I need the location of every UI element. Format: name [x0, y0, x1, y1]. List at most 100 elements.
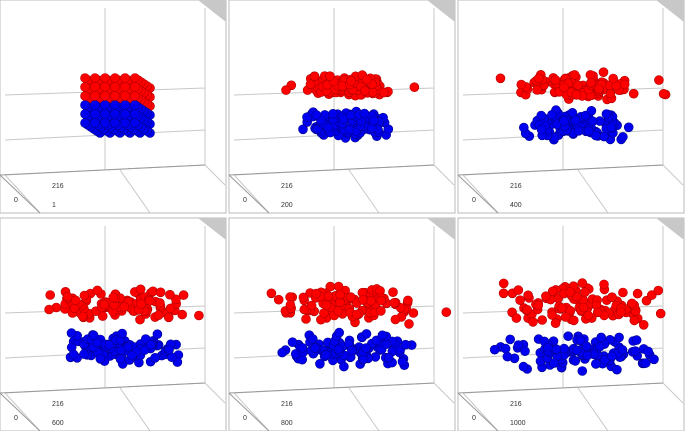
- blue-particle: [110, 118, 120, 128]
- blue-particle: [575, 335, 586, 346]
- blue-particle: [315, 359, 325, 369]
- red-particle: [605, 88, 616, 99]
- blue-particle: [311, 110, 322, 120]
- red-particle: [346, 76, 356, 86]
- blue-particle: [347, 345, 357, 356]
- blue-particle: [68, 349, 79, 360]
- blue-particle: [587, 116, 598, 126]
- red-particle: [534, 73, 544, 84]
- blue-particle: [80, 100, 90, 110]
- red-particle: [537, 315, 547, 325]
- step-label: 1: [52, 202, 56, 209]
- panel-bg: [457, 217, 685, 431]
- red-particle: [130, 82, 140, 92]
- blue-particle: [570, 115, 581, 125]
- blue-particle: [100, 100, 110, 110]
- step-label: 1000: [510, 420, 526, 427]
- red-particle: [358, 295, 368, 305]
- blue-particle: [606, 122, 617, 133]
- red-particle: [69, 303, 80, 313]
- blue-particle: [123, 342, 133, 352]
- red-particle: [572, 291, 582, 302]
- red-particle: [586, 78, 596, 88]
- blue-particle: [130, 100, 140, 110]
- red-particle: [498, 278, 509, 289]
- red-particle: [194, 310, 204, 321]
- red-particle: [346, 292, 356, 302]
- red-particle: [110, 73, 120, 83]
- red-particle: [547, 286, 558, 297]
- panel: 0 216 1000: [457, 217, 685, 431]
- axis-origin: 0: [243, 197, 247, 204]
- red-particle: [110, 91, 120, 101]
- red-particle: [70, 295, 81, 306]
- blue-particle: [559, 116, 569, 126]
- red-particle: [607, 292, 617, 302]
- axis-floor: [0, 164, 206, 214]
- blue-particle: [520, 346, 530, 356]
- panel: 0 216 400: [457, 0, 685, 214]
- panel: 0 216 1: [0, 0, 227, 214]
- red-particle: [177, 309, 187, 320]
- particle-count: 216: [281, 183, 293, 190]
- red-particle: [599, 279, 609, 290]
- red-particle: [178, 290, 189, 300]
- blue-particle: [518, 361, 529, 372]
- blue-particle: [120, 100, 130, 110]
- red-particle: [80, 82, 90, 92]
- red-particle: [362, 74, 372, 85]
- blue-particle: [573, 126, 584, 136]
- red-particle: [301, 314, 311, 324]
- red-particle: [351, 309, 362, 320]
- red-particle: [273, 294, 284, 305]
- blue-particle: [377, 330, 388, 341]
- step-label: 600: [52, 420, 64, 427]
- blue-particle: [536, 110, 546, 121]
- blue-particle: [361, 329, 372, 339]
- particle-count: 216: [52, 183, 64, 190]
- red-particle: [165, 303, 176, 314]
- blue-particle: [90, 118, 100, 128]
- red-particle: [528, 317, 538, 327]
- red-particle: [110, 82, 120, 92]
- panel: 0 216 200: [228, 0, 456, 214]
- red-particle: [163, 312, 174, 323]
- red-particle: [165, 289, 175, 300]
- corner: [198, 218, 226, 240]
- blue-particle: [308, 334, 318, 344]
- axis-origin: 0: [14, 197, 18, 204]
- blue-particle: [359, 108, 370, 119]
- red-particle: [515, 295, 525, 305]
- red-particle: [305, 79, 316, 90]
- blue-particle: [117, 328, 127, 339]
- red-particle: [92, 285, 103, 296]
- step-label: 400: [510, 202, 522, 209]
- red-particle: [569, 70, 580, 80]
- blue-particle: [110, 100, 120, 110]
- red-particle: [62, 291, 73, 302]
- blue-particle: [146, 340, 156, 350]
- blue-particle: [577, 366, 588, 376]
- red-particle: [376, 295, 386, 306]
- red-particle: [130, 91, 140, 101]
- red-particle: [618, 287, 628, 298]
- blue-particle: [164, 344, 174, 355]
- blue-particle: [536, 124, 547, 135]
- blue-particle: [346, 110, 356, 121]
- blue-particle: [88, 330, 99, 341]
- red-particle: [390, 314, 401, 325]
- blue-particle: [596, 332, 606, 343]
- red-particle: [550, 75, 561, 85]
- axis-floor: [0, 382, 206, 431]
- blue-particle: [601, 109, 612, 119]
- blue-particle: [547, 110, 557, 120]
- red-particle: [136, 299, 146, 309]
- corner: [656, 218, 684, 240]
- red-particle: [90, 82, 100, 92]
- red-particle: [559, 82, 569, 93]
- blue-particle: [152, 329, 163, 339]
- red-particle: [523, 290, 533, 301]
- red-particle: [522, 304, 532, 315]
- blue-particle: [361, 343, 371, 353]
